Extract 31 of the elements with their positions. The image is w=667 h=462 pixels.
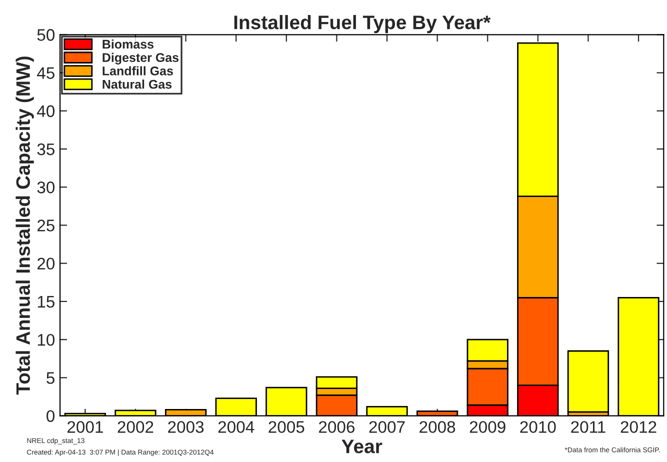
x-tick-label: 2003: [168, 421, 204, 433]
legend-label: Digester Gas: [102, 52, 179, 65]
x-tick-label: 2004: [218, 421, 254, 433]
x-tick-label: 2009: [470, 421, 506, 433]
y-tick-label: 50: [37, 29, 55, 41]
y-tick-label: 30: [37, 182, 55, 194]
x-tick-label: 2005: [268, 421, 304, 433]
y-tick-label: 35: [37, 143, 54, 156]
chart-title: Installed Fuel Type By Year*: [234, 15, 491, 34]
y-tick-label: 25: [37, 220, 54, 232]
y-tick-label: 40: [37, 105, 55, 118]
bar: [567, 350, 610, 413]
y-tick-label: 15: [38, 296, 54, 308]
y-tick-label: 45: [37, 67, 54, 79]
legend-label: Biomass: [102, 39, 154, 49]
y-tick-label: 10: [38, 334, 55, 346]
x-axis-title: Year: [342, 440, 382, 454]
y-tick-label: 5: [46, 372, 54, 384]
x-tick-label: 2002: [118, 421, 154, 433]
y-axis-title: Total Annual Installed Capacity (MW): [16, 56, 34, 395]
legend-label: Landfill Gas: [102, 66, 173, 76]
x-tick-label: 2010: [520, 421, 556, 433]
y-tick-label: 20: [37, 258, 55, 270]
y-tick-label: 0: [46, 410, 55, 422]
legend-label: Natural Gas: [102, 80, 172, 89]
x-tick-label: 2012: [620, 421, 656, 433]
x-tick-label: 2006: [319, 421, 355, 433]
x-tick-label: 2007: [369, 421, 405, 433]
x-tick-label: 2008: [420, 421, 456, 433]
x-tick-label: 2011: [571, 421, 606, 433]
x-tick-label: 2001: [67, 421, 103, 433]
